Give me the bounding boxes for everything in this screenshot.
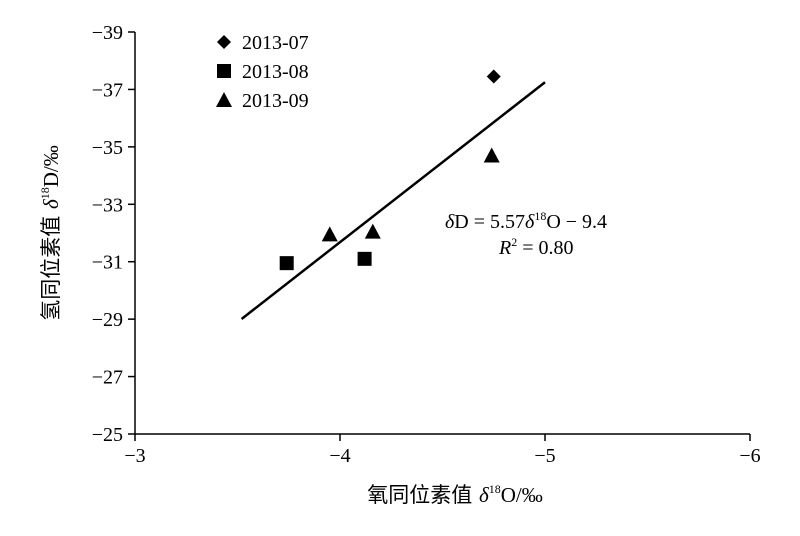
data-point-triangle: [364, 223, 381, 239]
legend-label: 2013-09: [242, 90, 309, 112]
y-tick-label: −37: [92, 79, 123, 101]
y-tick-label: −29: [92, 309, 123, 331]
data-point-triangle: [321, 226, 338, 242]
y-tick-label: −25: [92, 424, 123, 446]
y-tick-label: −33: [92, 194, 123, 216]
legend-marker-square: [217, 64, 231, 78]
data-point-diamond: [486, 69, 501, 84]
equation-line-2: R2 = 0.80: [498, 235, 574, 259]
legend-marker-diamond: [217, 35, 231, 49]
y-tick-label: −35: [92, 137, 123, 159]
x-axis-title: 氧同位素值 δ18O/‰: [367, 482, 542, 507]
y-tick-label: −39: [92, 22, 123, 44]
equation-line-1: δD = 5.57δ18O − 9.4: [445, 209, 607, 233]
x-tick-label: −5: [534, 445, 555, 467]
y-axis-title: 氢同位素值 δ18D/‰: [38, 145, 63, 320]
x-tick-label: −4: [329, 445, 350, 467]
legend: 2013-07 2013-08 2013-09: [216, 32, 309, 112]
data-point-square: [357, 251, 372, 266]
x-ticks: −3 −4 −5 −6: [124, 434, 761, 467]
data-points: [279, 69, 501, 271]
y-tick-label: −31: [92, 252, 123, 274]
data-point-square: [279, 256, 294, 271]
legend-label: 2013-08: [242, 61, 309, 83]
legend-marker-triangle: [216, 92, 232, 107]
legend-label: 2013-07: [242, 32, 309, 54]
data-point-triangle: [483, 147, 500, 163]
y-tick-label: −27: [92, 367, 123, 389]
trendline: [240, 81, 546, 320]
y-ticks: −39 −37 −35 −33 −31 −29 −27 −25: [92, 22, 135, 446]
x-tick-label: −6: [739, 445, 760, 467]
x-tick-label: −3: [124, 445, 145, 467]
